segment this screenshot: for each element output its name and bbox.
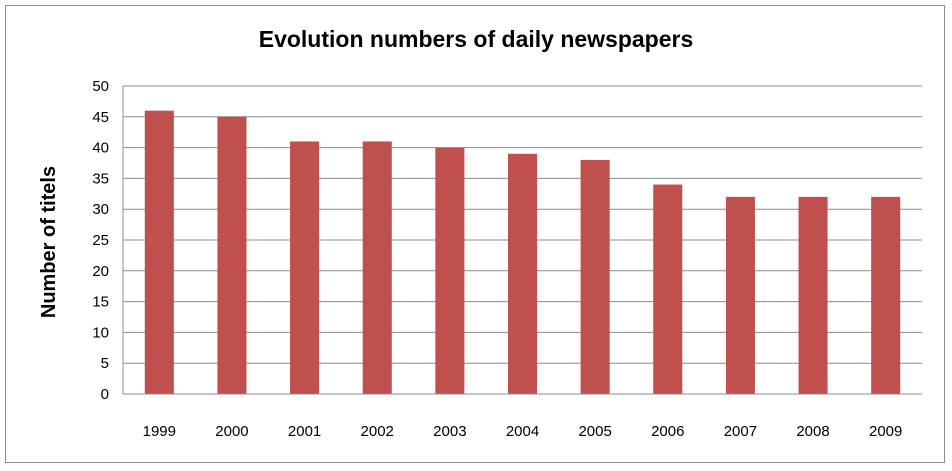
y-tick-label: 10 (92, 324, 109, 341)
x-tick-label: 2002 (361, 423, 394, 440)
bar-2009 (871, 196, 901, 394)
x-tick-label: 2006 (651, 423, 684, 440)
y-tick-label: 35 (92, 170, 109, 187)
bar-2005 (580, 159, 610, 394)
y-tick-label: 40 (92, 140, 109, 157)
bars (144, 110, 901, 395)
x-tick-label: 2005 (578, 423, 611, 440)
y-axis-label: Number of titels (38, 166, 60, 318)
y-tick-labels: 0 5 10 15 20 25 30 35 40 45 50 (92, 78, 109, 403)
bar-2003 (435, 147, 465, 394)
y-tick-label: 20 (92, 263, 109, 280)
bar-2000 (217, 116, 247, 395)
x-tick-labels: 1999 2000 2001 2002 2003 2004 2005 2006 2007 2008… (143, 423, 903, 440)
x-tick-label: 2007 (724, 423, 757, 440)
y-tick-label: 5 (101, 355, 109, 372)
bar-2002 (362, 141, 392, 394)
bar-2004 (507, 153, 538, 394)
y-tick-label: 15 (92, 294, 109, 311)
x-tick-label: 2000 (215, 423, 248, 440)
y-tick-label: 45 (92, 109, 109, 126)
x-tick-label: 1999 (143, 423, 176, 440)
bar-2001 (290, 141, 320, 394)
bar-1999 (144, 110, 174, 394)
chart-title: Evolution numbers of daily newspapers (258, 26, 694, 52)
x-tick-label: 2009 (869, 423, 902, 440)
bar-2007 (725, 196, 755, 394)
x-tick-label: 2004 (506, 423, 539, 440)
bar-2008 (798, 196, 828, 394)
y-tick-label: 0 (101, 386, 109, 403)
x-tick-label: 2008 (796, 423, 829, 440)
bar-2006 (653, 184, 683, 394)
y-tick-label: 50 (92, 78, 109, 95)
y-tick-label: 30 (92, 201, 109, 218)
x-tick-label: 2003 (433, 423, 466, 440)
x-tick-label: 2001 (288, 423, 321, 440)
y-tick-label: 25 (92, 232, 109, 249)
